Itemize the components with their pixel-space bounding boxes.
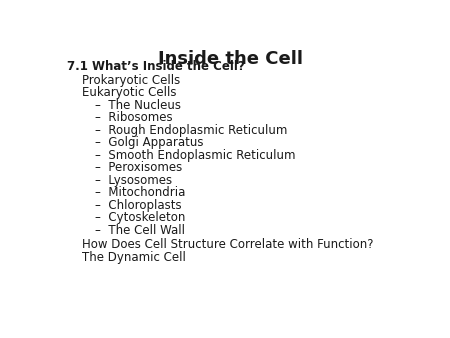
Text: –  The Nucleus: – The Nucleus: [94, 99, 180, 112]
Text: How Does Cell Structure Correlate with Function?: How Does Cell Structure Correlate with F…: [82, 238, 374, 250]
Text: –  Cytoskeleton: – Cytoskeleton: [94, 211, 185, 224]
Text: –  Ribosomes: – Ribosomes: [94, 111, 172, 124]
Text: 7.1 What’s Inside the Cell?: 7.1 What’s Inside the Cell?: [67, 60, 244, 73]
Text: Eukaryotic Cells: Eukaryotic Cells: [82, 86, 177, 99]
Text: –  Smooth Endoplasmic Reticulum: – Smooth Endoplasmic Reticulum: [94, 149, 295, 162]
Text: –  The Cell Wall: – The Cell Wall: [94, 223, 184, 237]
Text: –  Golgi Apparatus: – Golgi Apparatus: [94, 136, 203, 149]
Text: –  Mitochondria: – Mitochondria: [94, 186, 185, 199]
Text: –  Chloroplasts: – Chloroplasts: [94, 198, 181, 212]
Text: –  Peroxisomes: – Peroxisomes: [94, 161, 182, 174]
Text: –  Lysosomes: – Lysosomes: [94, 173, 172, 187]
Text: Prokaryotic Cells: Prokaryotic Cells: [82, 74, 180, 87]
Text: Inside the Cell: Inside the Cell: [158, 50, 303, 68]
Text: –  Rough Endoplasmic Reticulum: – Rough Endoplasmic Reticulum: [94, 124, 287, 137]
Text: The Dynamic Cell: The Dynamic Cell: [82, 251, 186, 264]
